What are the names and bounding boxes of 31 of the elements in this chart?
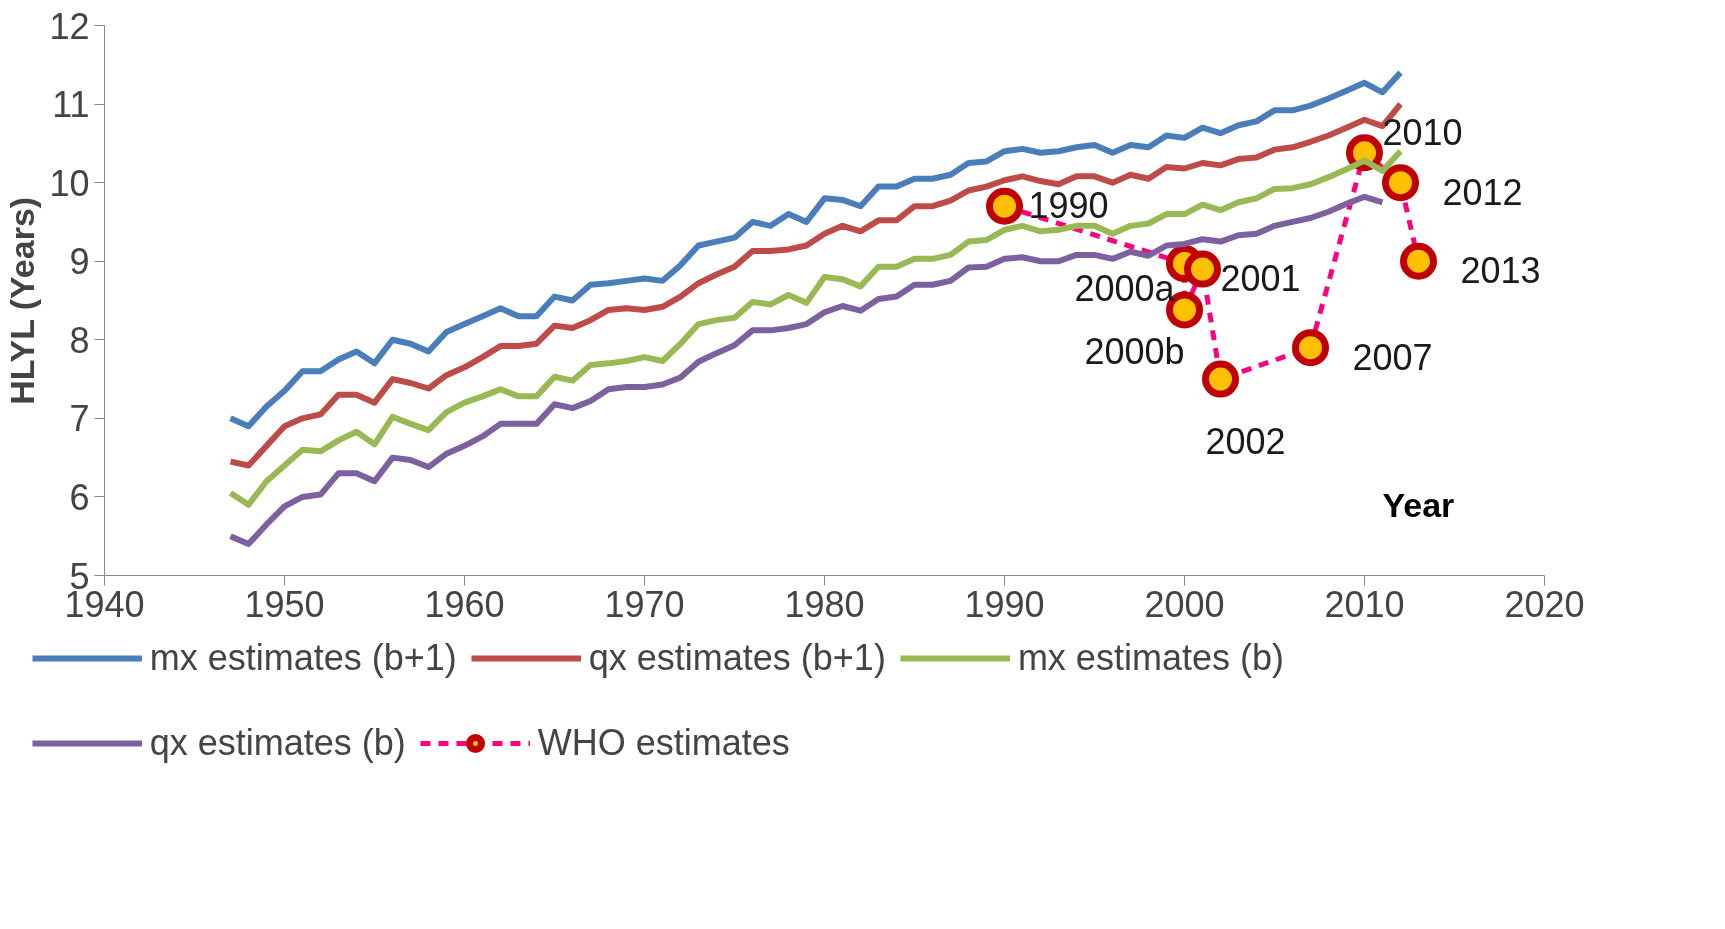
annotation: 2000a (1074, 267, 1176, 309)
annotation: 1990 (1028, 185, 1109, 227)
y-axis-title: HLYL (Years) (3, 196, 42, 405)
x-tick-label: 1970 (604, 583, 685, 625)
x-tick-label: 1950 (244, 583, 325, 625)
annotation: 2000b (1084, 330, 1185, 372)
x-tick-label: 2020 (1504, 583, 1585, 625)
legend-label: mx estimates (b+1) (149, 637, 457, 679)
annotation: 2013 (1460, 250, 1541, 292)
x-tick-label: 1960 (424, 583, 505, 625)
y-tick-label: 10 (49, 162, 90, 204)
x-tick-label: 2010 (1324, 583, 1405, 625)
annotation: 2001 (1220, 258, 1301, 300)
y-tick-label: 9 (69, 241, 90, 283)
x-tick-label: 1990 (964, 583, 1045, 625)
x-tick-label: 2000 (1144, 583, 1225, 625)
x-tick-label: 1980 (784, 583, 865, 625)
y-tick-label: 8 (69, 319, 90, 361)
x-axis-title: Year (1382, 486, 1455, 525)
legend-label: qx estimates (b) (149, 722, 406, 764)
y-tick-label: 12 (49, 5, 90, 47)
y-tick-label: 11 (52, 84, 90, 126)
annotation: 2007 (1352, 336, 1433, 378)
legend-label: WHO estimates (537, 722, 790, 764)
y-tick-label: 7 (69, 398, 90, 440)
legend-label: qx estimates (b+1) (588, 637, 886, 679)
legend-label: mx estimates (b) (1017, 637, 1284, 679)
annotation: 2010 (1382, 111, 1463, 153)
y-tick-label: 6 (69, 476, 90, 518)
annotation: 2002 (1205, 421, 1286, 463)
annotation: 2012 (1442, 171, 1523, 213)
